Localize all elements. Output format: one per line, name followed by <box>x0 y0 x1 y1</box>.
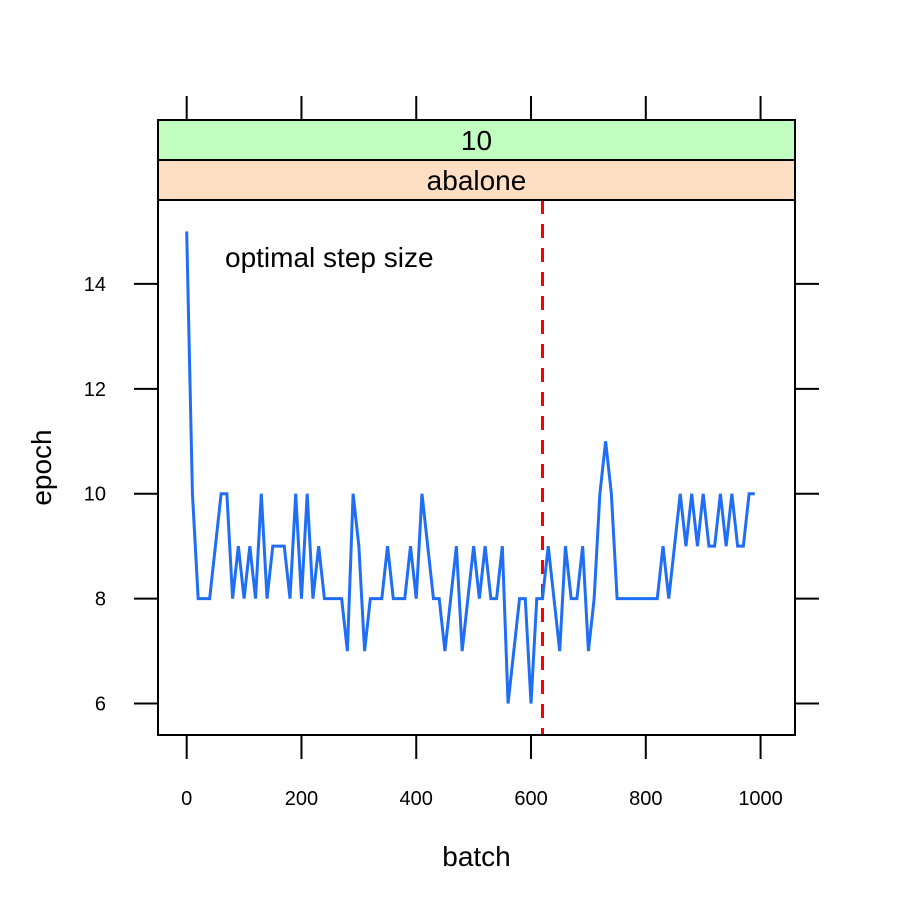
x-tick-label: 600 <box>514 788 547 810</box>
x-axis-title: batch <box>442 841 511 872</box>
x-tick-label: 400 <box>400 788 433 810</box>
x-tick-label: 200 <box>285 788 318 810</box>
plot-panel-frame <box>157 199 796 736</box>
strip-label-1: abalone <box>427 165 527 196</box>
strip-label-0: 10 <box>461 125 492 156</box>
y-tick-label: 14 <box>84 274 106 296</box>
y-tick-label: 8 <box>95 589 106 611</box>
x-tick-label: 1000 <box>738 788 783 810</box>
y-tick-label: 12 <box>84 379 106 401</box>
series-line-epoch <box>185 231 755 704</box>
y-axis-title: epoch <box>26 429 57 505</box>
series-group <box>185 231 755 704</box>
strip-1 <box>157 159 796 201</box>
x-tick-label: 800 <box>629 788 662 810</box>
axis-ticks: 0 200 400 600 800 1000 6 8 10 12 14 <box>84 96 819 810</box>
annotation-optimal-step-size: optimal step size <box>225 242 434 273</box>
x-tick-label: 0 <box>181 788 192 810</box>
y-tick-label: 10 <box>84 484 106 506</box>
strip-0 <box>157 119 796 161</box>
y-tick-label: 6 <box>95 694 106 716</box>
strip-group: 10 abalone <box>157 119 796 201</box>
